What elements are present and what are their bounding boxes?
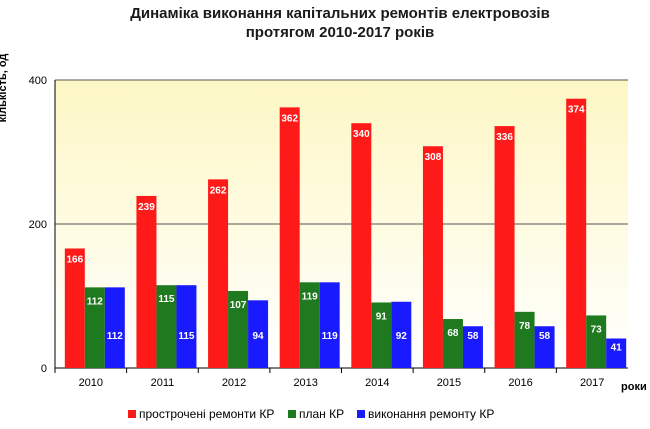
bar-3: [606, 338, 627, 368]
bar-value-label: 92: [396, 331, 408, 342]
bar-2: [228, 290, 249, 368]
y-tick-label: 400: [29, 75, 47, 87]
bar-value-label: 119: [322, 331, 339, 342]
chart-title: Динаміка виконання капітальних ремонтів …: [70, 4, 610, 42]
bar-1: [64, 248, 85, 368]
bar-1: [279, 107, 300, 369]
bar-value-label: 112: [107, 331, 124, 342]
bar-value-label: 78: [519, 321, 531, 332]
bar-value-label: 340: [353, 129, 370, 140]
bar-value-label: 166: [66, 254, 83, 265]
bar-value-label: 374: [568, 105, 585, 116]
bar-value-label: 239: [138, 202, 155, 213]
bar-1: [494, 126, 515, 368]
bar-3: [534, 326, 555, 368]
x-tick-label: 2011: [151, 377, 175, 389]
x-tick-label: 2016: [508, 377, 532, 389]
legend-swatch-2: [288, 410, 296, 418]
bar-2: [371, 302, 392, 368]
bar-1: [136, 195, 157, 368]
bar-value-label: 336: [496, 132, 513, 143]
bar-value-label: 41: [611, 342, 623, 353]
bar-2: [586, 315, 607, 368]
y-axis-label: кількість, од: [0, 54, 9, 123]
bar-1: [422, 146, 443, 368]
legend-swatch-3: [357, 410, 365, 418]
bar-1: [566, 98, 587, 368]
bar-value-label: 362: [281, 113, 298, 124]
bar-2: [299, 282, 320, 368]
bar-2: [514, 311, 535, 368]
bar-3: [176, 285, 197, 368]
bar-value-label: 68: [447, 328, 459, 339]
bar-value-label: 91: [376, 311, 388, 322]
bar-value-label: 73: [591, 324, 603, 335]
bar-value-label: 308: [425, 152, 442, 163]
x-tick-label: 2014: [365, 377, 389, 389]
x-tick-label: 2012: [222, 377, 246, 389]
bar-3: [248, 300, 269, 368]
bar-value-label: 119: [302, 291, 319, 302]
x-tick-label: 2013: [293, 377, 317, 389]
bar-2: [156, 285, 177, 368]
bar-3: [462, 326, 483, 368]
bar-value-label: 262: [210, 185, 227, 196]
legend-swatch-1: [128, 410, 136, 418]
chart-title-line-2: протягом 2010-2017 років: [245, 24, 435, 41]
chart-title-line-1: Динаміка виконання капітальних ремонтів …: [130, 5, 550, 22]
y-tick-label: 0: [41, 363, 47, 375]
bar-value-label: 58: [539, 331, 551, 342]
x-axis-label: роки: [621, 381, 647, 393]
bar-2: [84, 287, 105, 368]
legend-label-1: прострочені ремонти КР: [139, 407, 274, 421]
bar-value-label: 107: [230, 300, 247, 311]
bar-value-label: 115: [178, 331, 195, 342]
bar-2: [442, 319, 463, 368]
y-tick-label: 200: [29, 219, 47, 231]
x-tick-label: 2017: [580, 377, 604, 389]
legend-label-3: виконання ремонту КР: [368, 407, 494, 421]
bar-3: [104, 287, 125, 368]
bar-value-label: 115: [158, 294, 175, 305]
bar-1: [208, 179, 229, 368]
bar-value-label: 94: [253, 331, 265, 342]
bar-value-label: 58: [467, 331, 479, 342]
x-tick-label: 2010: [79, 377, 103, 389]
bar-value-label: 112: [87, 296, 104, 307]
bar-3: [319, 282, 340, 368]
x-tick-label: 2015: [437, 377, 461, 389]
bar-3: [391, 301, 412, 368]
legend-label-2: план КР: [299, 407, 344, 421]
bar-1: [351, 123, 372, 368]
